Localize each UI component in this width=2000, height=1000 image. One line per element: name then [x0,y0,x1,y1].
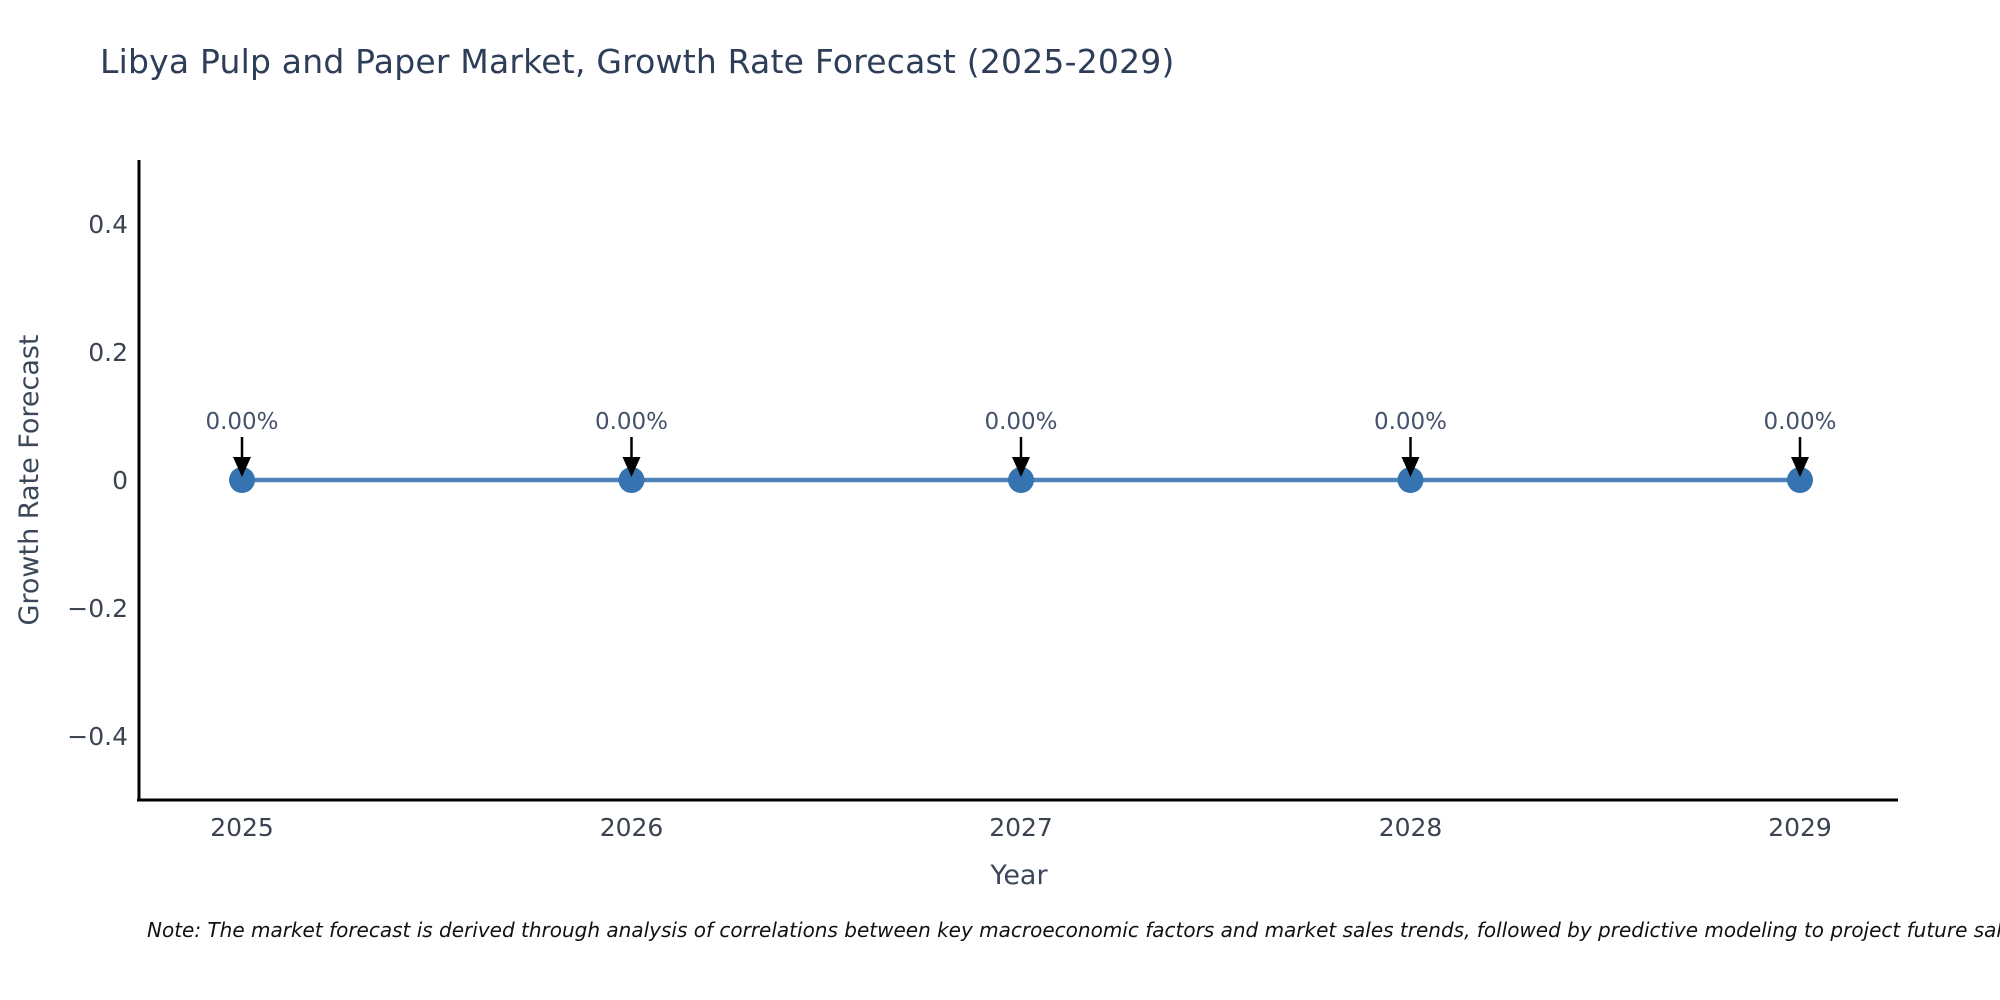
annotation-arrow-head [1791,457,1809,477]
footnote: Note: The market forecast is derived thr… [147,918,2000,942]
point-value-label: 0.00% [595,409,668,435]
data-point-marker [1787,467,1813,493]
x-tick-label: 2027 [989,813,1053,842]
annotation-arrow-head [1012,457,1030,477]
y-tick-label: 0 [112,466,128,495]
y-tick-label: −0.2 [67,594,128,623]
data-point-marker [1397,467,1424,493]
annotation-arrow-head [1401,457,1420,477]
y-tick-label: 0.2 [88,338,128,367]
x-axis-title: Year [989,860,1048,891]
annotation-arrow-head [622,457,641,477]
data-point-marker [229,467,255,493]
data-point-marker [618,467,645,493]
x-tick-label: 2028 [1379,813,1443,842]
y-axis-title: Growth Rate Forecast [14,334,45,625]
point-value-label: 0.00% [984,409,1057,435]
y-tick-label: 0.4 [88,210,128,239]
x-tick-label: 2025 [210,813,274,842]
chart-title: Libya Pulp and Paper Market, Growth Rate… [100,42,1175,81]
data-point-marker [1008,467,1034,493]
x-tick-label: 2026 [600,813,664,842]
annotation-arrow-head [233,457,251,477]
point-value-label: 0.00% [205,409,278,435]
x-tick-label: 2029 [1768,813,1832,842]
y-tick-label: −0.4 [67,722,128,751]
point-value-label: 0.00% [1763,409,1836,435]
point-value-label: 0.00% [1374,409,1447,435]
